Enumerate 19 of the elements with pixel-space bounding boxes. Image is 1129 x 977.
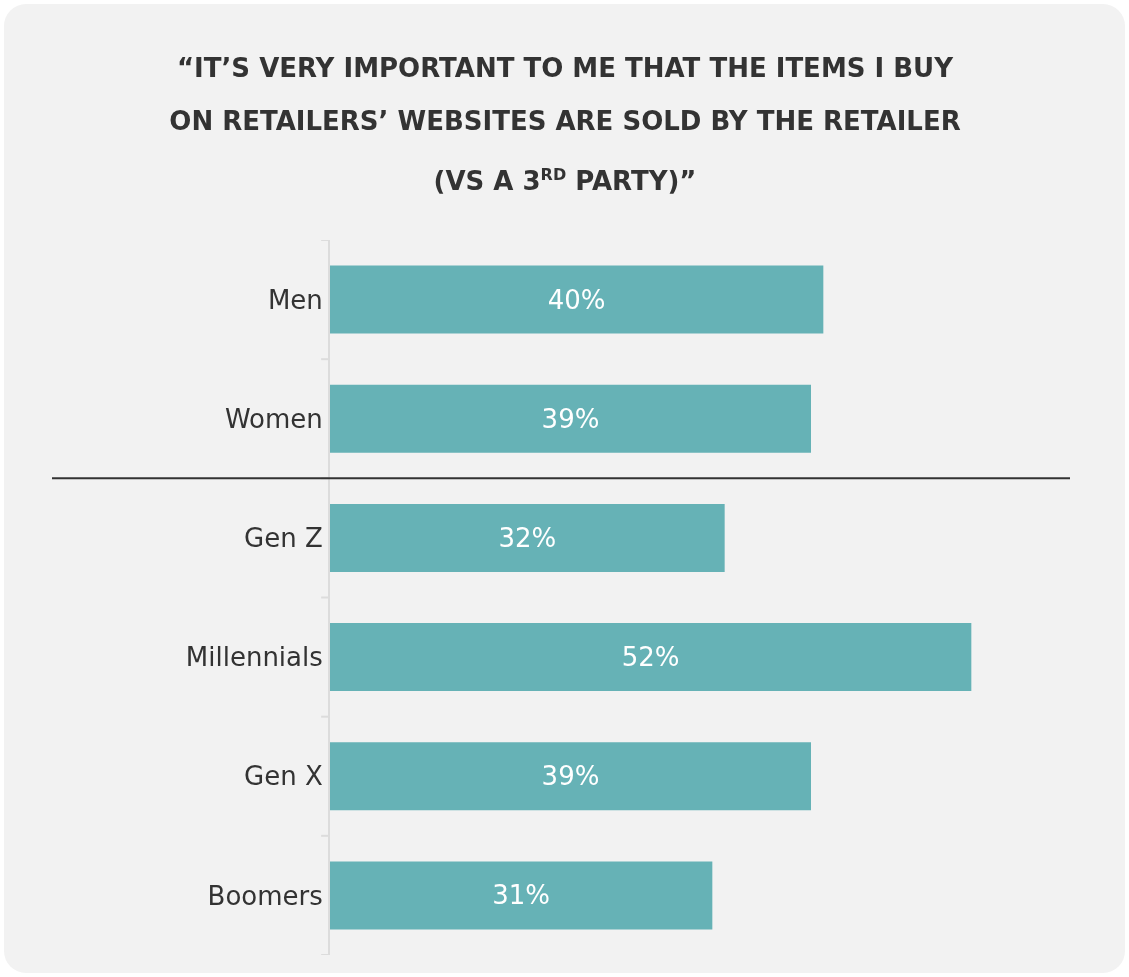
data-label: 31% bbox=[492, 880, 551, 911]
y-tick-label: Men bbox=[267, 284, 323, 315]
data-label: 39% bbox=[541, 761, 600, 792]
y-tick-label: Gen X bbox=[244, 761, 323, 792]
y-tick-label: Boomers bbox=[207, 880, 323, 911]
chart-title: “IT’S VERY IMPORTANT TO ME THAT THE ITEMS I BUY ON RETAILERS’ WEBSITES ARE SOLD BY THE RETAILER (VS A 3$^{RD}$ PARTY)” bbox=[168, 52, 962, 198]
bar bbox=[330, 861, 713, 930]
data-label: 40% bbox=[547, 284, 606, 315]
bar bbox=[330, 265, 824, 334]
y-tick-label: Gen Z bbox=[244, 523, 323, 554]
bar bbox=[330, 623, 972, 692]
bar bbox=[330, 384, 811, 453]
y-tick-label: Millennials bbox=[185, 642, 323, 673]
data-label: 32% bbox=[498, 522, 557, 553]
data-label: 52% bbox=[621, 642, 680, 673]
bar bbox=[330, 742, 811, 811]
data-label: 39% bbox=[541, 403, 600, 434]
y-tick-label: Women bbox=[224, 403, 323, 434]
bar bbox=[330, 503, 725, 572]
